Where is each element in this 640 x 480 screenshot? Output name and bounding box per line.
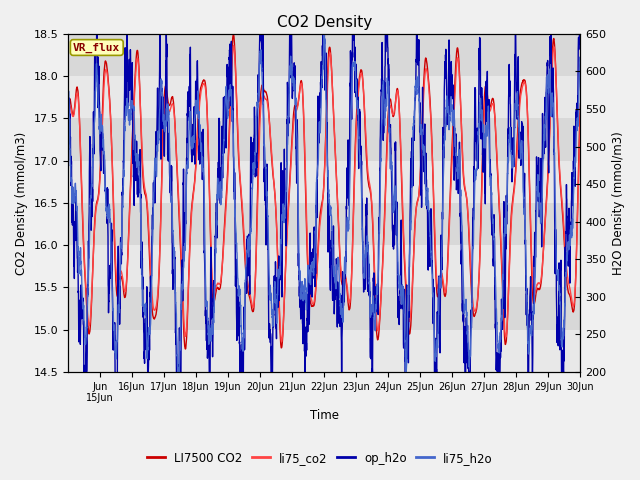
X-axis label: Time: Time <box>310 409 339 422</box>
Bar <box>68 245 580 288</box>
Bar <box>68 288 580 330</box>
Legend: LI7500 CO2, li75_co2, op_h2o, li75_h2o: LI7500 CO2, li75_co2, op_h2o, li75_h2o <box>142 447 498 469</box>
Bar <box>68 203 580 245</box>
Y-axis label: CO2 Density (mmol/m3): CO2 Density (mmol/m3) <box>15 132 28 275</box>
Bar <box>68 76 580 119</box>
Bar <box>68 330 580 372</box>
Title: CO2 Density: CO2 Density <box>276 15 372 30</box>
Text: VR_flux: VR_flux <box>73 42 120 53</box>
Bar <box>68 119 580 161</box>
Bar <box>68 34 580 76</box>
Bar <box>68 161 580 203</box>
Y-axis label: H2O Density (mmol/m3): H2O Density (mmol/m3) <box>612 131 625 275</box>
